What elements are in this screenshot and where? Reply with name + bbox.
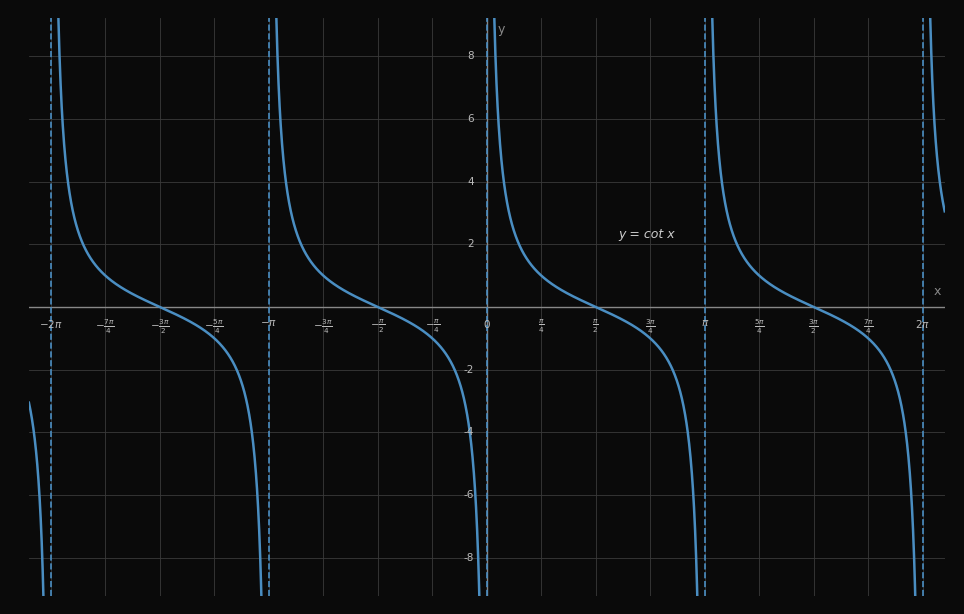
- Text: y = cot x: y = cot x: [619, 228, 675, 241]
- Text: 2: 2: [468, 239, 474, 249]
- Text: $-2\pi$: $-2\pi$: [40, 318, 63, 330]
- Text: $\frac{5\pi}{4}$: $\frac{5\pi}{4}$: [754, 318, 764, 336]
- Text: x: x: [934, 285, 941, 298]
- Text: $-\pi$: $-\pi$: [260, 318, 278, 328]
- Text: $\frac{3\pi}{2}$: $\frac{3\pi}{2}$: [808, 318, 819, 336]
- Text: $\frac{3\pi}{4}$: $\frac{3\pi}{4}$: [645, 318, 656, 336]
- Text: $-\frac{3\pi}{2}$: $-\frac{3\pi}{2}$: [150, 318, 170, 336]
- Text: $-\frac{\pi}{2}$: $-\frac{\pi}{2}$: [370, 318, 386, 335]
- Text: $0$: $0$: [483, 318, 491, 330]
- Text: -2: -2: [464, 365, 474, 375]
- Text: $\frac{7\pi}{4}$: $\frac{7\pi}{4}$: [863, 318, 873, 336]
- Text: 4: 4: [468, 177, 474, 187]
- Text: $\frac{\pi}{4}$: $\frac{\pi}{4}$: [538, 318, 545, 335]
- Text: $\frac{\pi}{2}$: $\frac{\pi}{2}$: [593, 318, 599, 335]
- Text: -8: -8: [464, 553, 474, 563]
- Text: 6: 6: [468, 114, 474, 124]
- Text: $-\frac{3\pi}{4}$: $-\frac{3\pi}{4}$: [313, 318, 334, 336]
- Text: $\pi$: $\pi$: [701, 318, 709, 328]
- Text: y: y: [497, 23, 504, 36]
- Text: $-\frac{5\pi}{4}$: $-\frac{5\pi}{4}$: [204, 318, 225, 336]
- Text: -4: -4: [464, 427, 474, 437]
- Text: $-\frac{7\pi}{4}$: $-\frac{7\pi}{4}$: [95, 318, 116, 336]
- Text: $-\frac{\pi}{4}$: $-\frac{\pi}{4}$: [425, 318, 440, 335]
- Text: 8: 8: [468, 51, 474, 61]
- Text: $2\pi$: $2\pi$: [915, 318, 930, 330]
- Text: -6: -6: [464, 490, 474, 500]
